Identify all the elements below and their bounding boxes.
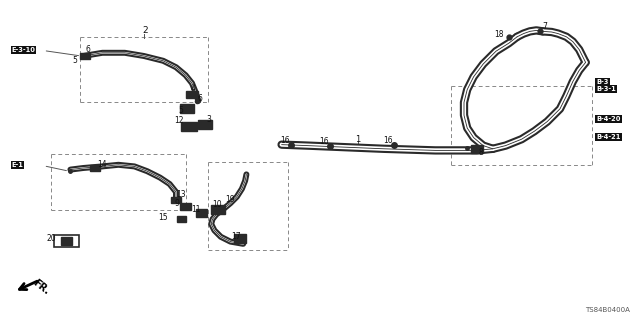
Text: 10: 10 [212,200,222,209]
Bar [471,145,483,153]
Bar [234,234,246,243]
Text: 14: 14 [97,160,107,169]
Text: 6: 6 [197,94,202,103]
Bar [196,209,207,217]
Text: 3: 3 [206,115,211,124]
Bar [211,205,225,214]
Text: TS84B0400A: TS84B0400A [586,307,630,313]
Text: 16: 16 [383,136,392,145]
Bar [198,120,212,129]
Text: 18: 18 [494,30,504,39]
Text: 6: 6 [86,45,91,54]
Text: 16: 16 [280,136,290,145]
Text: 16: 16 [319,137,328,146]
Text: 19: 19 [225,195,235,204]
Text: 15: 15 [158,213,168,222]
Text: 5: 5 [72,56,77,65]
Text: E-3-10: E-3-10 [12,47,35,52]
Bar [171,197,181,203]
Text: FR.: FR. [31,278,51,297]
Text: 11: 11 [191,205,200,214]
Text: 13: 13 [176,190,186,199]
Text: 7: 7 [543,22,548,31]
Text: 4: 4 [191,84,196,93]
Text: E-1: E-1 [12,162,24,168]
Text: 17: 17 [232,232,241,241]
Text: 1: 1 [355,135,360,144]
Bar [61,237,72,245]
Text: 20: 20 [46,234,56,243]
Bar [177,216,186,222]
Text: B-3-1: B-3-1 [596,86,616,92]
Text: 5: 5 [178,106,183,115]
Text: 12: 12 [174,116,184,124]
Bar [90,165,100,171]
Text: B-4-21: B-4-21 [596,134,621,140]
Text: 8: 8 [479,148,483,157]
Text: B-4-20: B-4-20 [596,116,621,122]
Text: B-3: B-3 [596,79,609,84]
Bar [80,53,90,59]
Bar [180,122,197,131]
Text: 2: 2 [142,26,148,35]
Bar [180,104,194,113]
Bar [180,203,191,210]
Bar [54,235,79,247]
Text: 9: 9 [174,199,179,208]
Bar [186,91,198,98]
